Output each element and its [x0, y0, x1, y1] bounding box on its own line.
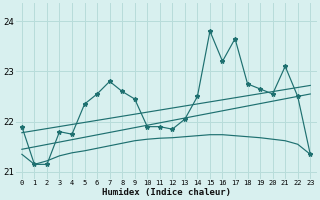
X-axis label: Humidex (Indice chaleur): Humidex (Indice chaleur) — [101, 188, 231, 197]
